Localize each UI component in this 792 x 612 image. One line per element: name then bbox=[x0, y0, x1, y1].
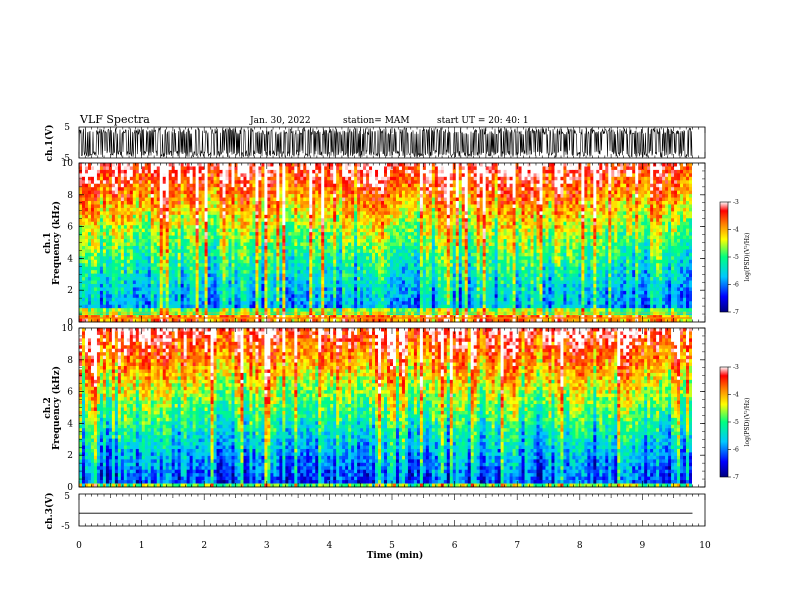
colorbar-tick-label-1-4: -7 bbox=[733, 309, 739, 316]
ch3-waveform-panel: 5 -5 ch.3(V) bbox=[44, 492, 706, 532]
x-tick-label-4: 4 bbox=[327, 541, 333, 551]
colorbar-tick-label-2-3: -6 bbox=[733, 447, 739, 454]
colorbar-tick-label-1-1: -4 bbox=[733, 227, 739, 234]
ch1-colorbar-label: log(PSD)(V²/Hz) bbox=[744, 233, 751, 282]
colorbar-tick-label-1-0: -3 bbox=[733, 199, 739, 206]
x-tick-label-0: 0 bbox=[76, 541, 82, 551]
start-time-label: start UT = 20: 40: 1 bbox=[437, 116, 529, 126]
ch3-ytick-top: 5 bbox=[64, 492, 70, 502]
x-axis-tick-labels: 0 1 2 3 4 5 6 7 8 9 10 bbox=[76, 541, 711, 551]
ch2-spectrogram-ylabel-line1: ch.2 bbox=[43, 397, 53, 418]
figure-title: VLF Spectra bbox=[79, 113, 150, 126]
freq-tick-label-2-2: 4 bbox=[67, 419, 73, 429]
x-tick-label-5: 5 bbox=[389, 541, 395, 551]
freq-tick-label-1-4: 8 bbox=[67, 191, 73, 201]
ch1-spectrogram-ylabel-line1: ch.1 bbox=[43, 232, 53, 253]
ch3-waveform-ylabel: ch.3(V) bbox=[44, 493, 55, 530]
freq-tick-label-2-5: 10 bbox=[62, 324, 74, 334]
x-tick-label-3: 3 bbox=[264, 541, 270, 551]
x-axis-label: Time (min) bbox=[367, 550, 424, 561]
colorbar-tick-label-2-0: -3 bbox=[733, 364, 739, 371]
ch1-colorbar bbox=[719, 201, 729, 313]
colorbar-tick-label-2-2: -5 bbox=[733, 419, 739, 426]
freq-tick-label-1-0: 0 bbox=[67, 318, 73, 328]
ch1-spectrogram-image bbox=[79, 163, 705, 323]
freq-tick-label-2-1: 2 bbox=[67, 451, 73, 461]
x-tick-label-8: 8 bbox=[577, 541, 583, 551]
ch1-ytick-bottom: -5 bbox=[61, 154, 70, 164]
ch2-colorbar-label: log(PSD)(V²/Hz) bbox=[744, 398, 751, 447]
x-tick-label-9: 9 bbox=[640, 541, 646, 551]
ch3-ytick-bottom: -5 bbox=[61, 522, 70, 532]
x-axis-ticks bbox=[78, 127, 706, 526]
ch2-spectrogram-ylabel-line2: Frequency (kHz) bbox=[51, 366, 62, 450]
ch1-waveform-panel: 5 -5 ch.1(V) bbox=[44, 123, 706, 164]
freq-tick-label-2-4: 8 bbox=[67, 356, 73, 366]
x-tick-label-6: 6 bbox=[452, 541, 458, 551]
ch1-spectrogram-ylabel-line2: Frequency (kHz) bbox=[51, 201, 62, 285]
ch1-waveform-path bbox=[78, 127, 693, 158]
x-tick-label-7: 7 bbox=[514, 541, 520, 551]
colorbar-tick-label-2-4: -7 bbox=[733, 474, 739, 481]
ch1-ytick-top: 5 bbox=[64, 123, 70, 133]
freq-tick-label-1-2: 4 bbox=[67, 254, 73, 264]
x-tick-label-1: 1 bbox=[139, 541, 145, 551]
x-tick-label-10: 10 bbox=[699, 541, 711, 551]
colorbar-tick-label-1-3: -6 bbox=[733, 282, 739, 289]
colorbar-tick-label-1-2: -5 bbox=[733, 254, 739, 261]
freq-tick-label-1-1: 2 bbox=[67, 286, 73, 296]
ch2-colorbar bbox=[719, 366, 729, 478]
freq-tick-label-2-0: 0 bbox=[67, 483, 73, 493]
station-label: station= MAM bbox=[343, 116, 410, 126]
x-tick-label-2: 2 bbox=[201, 541, 207, 551]
ch1-waveform-trace bbox=[78, 127, 693, 158]
ch2-spectrogram-image bbox=[79, 328, 705, 488]
ch1-waveform-ylabel: ch.1(V) bbox=[44, 125, 55, 162]
date-label: Jan. 30, 2022 bbox=[249, 116, 311, 126]
freq-tick-label-1-5: 10 bbox=[62, 159, 74, 169]
colorbar-tick-label-2-1: -4 bbox=[733, 392, 739, 399]
freq-tick-label-1-3: 6 bbox=[67, 223, 73, 233]
freq-tick-label-2-3: 6 bbox=[67, 388, 73, 398]
